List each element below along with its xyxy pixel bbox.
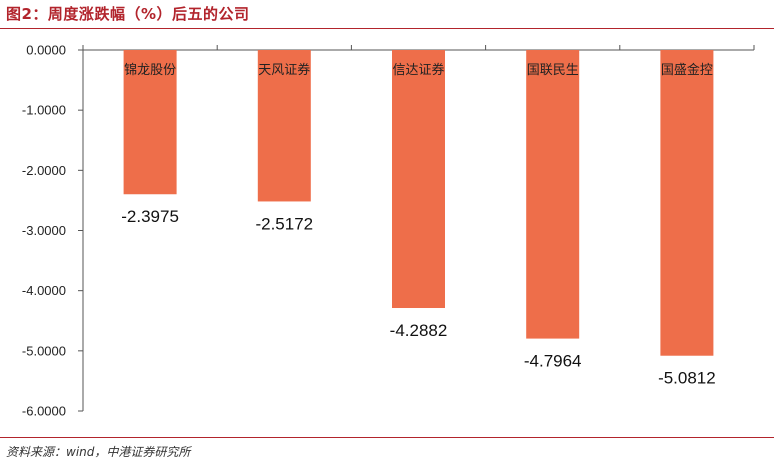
bar [392, 50, 445, 309]
title-divider [0, 28, 774, 29]
y-tick-label: -5.0000 [22, 343, 66, 358]
data-label: -5.0812 [658, 369, 716, 388]
data-label: -4.2882 [390, 321, 448, 340]
bar [526, 50, 580, 339]
source-divider [0, 437, 774, 438]
y-tick-label: -1.0000 [22, 103, 66, 118]
y-tick-label: 0.0000 [26, 43, 66, 58]
data-label: -4.7964 [524, 352, 582, 371]
bar [660, 50, 714, 356]
bar-chart: 0.0000 -1.0000 -2.0000 -3.0000 -4.0000 -5.000… [22, 43, 755, 419]
bar [257, 50, 311, 202]
category-label: 国联民生 [527, 63, 579, 78]
category-label: 信达证券 [392, 62, 444, 78]
data-label: -2.3975 [121, 207, 179, 226]
category-label: 国盛金控 [661, 62, 713, 78]
source-note: 资料来源：wind，中港证券研究所 [6, 445, 191, 459]
chart-title: 图2：周度涨跌幅（%）后五的公司 [6, 5, 250, 23]
y-tick-label: -6.0000 [22, 404, 66, 419]
category-label: 锦龙股份 [124, 63, 176, 78]
y-tick-label: -4.0000 [22, 283, 66, 298]
bar [123, 50, 177, 195]
y-tick-label: -3.0000 [22, 223, 66, 238]
data-label: -2.5172 [255, 214, 313, 233]
y-tick-label: -2.0000 [22, 163, 66, 178]
category-label: 天风证券 [258, 62, 310, 78]
